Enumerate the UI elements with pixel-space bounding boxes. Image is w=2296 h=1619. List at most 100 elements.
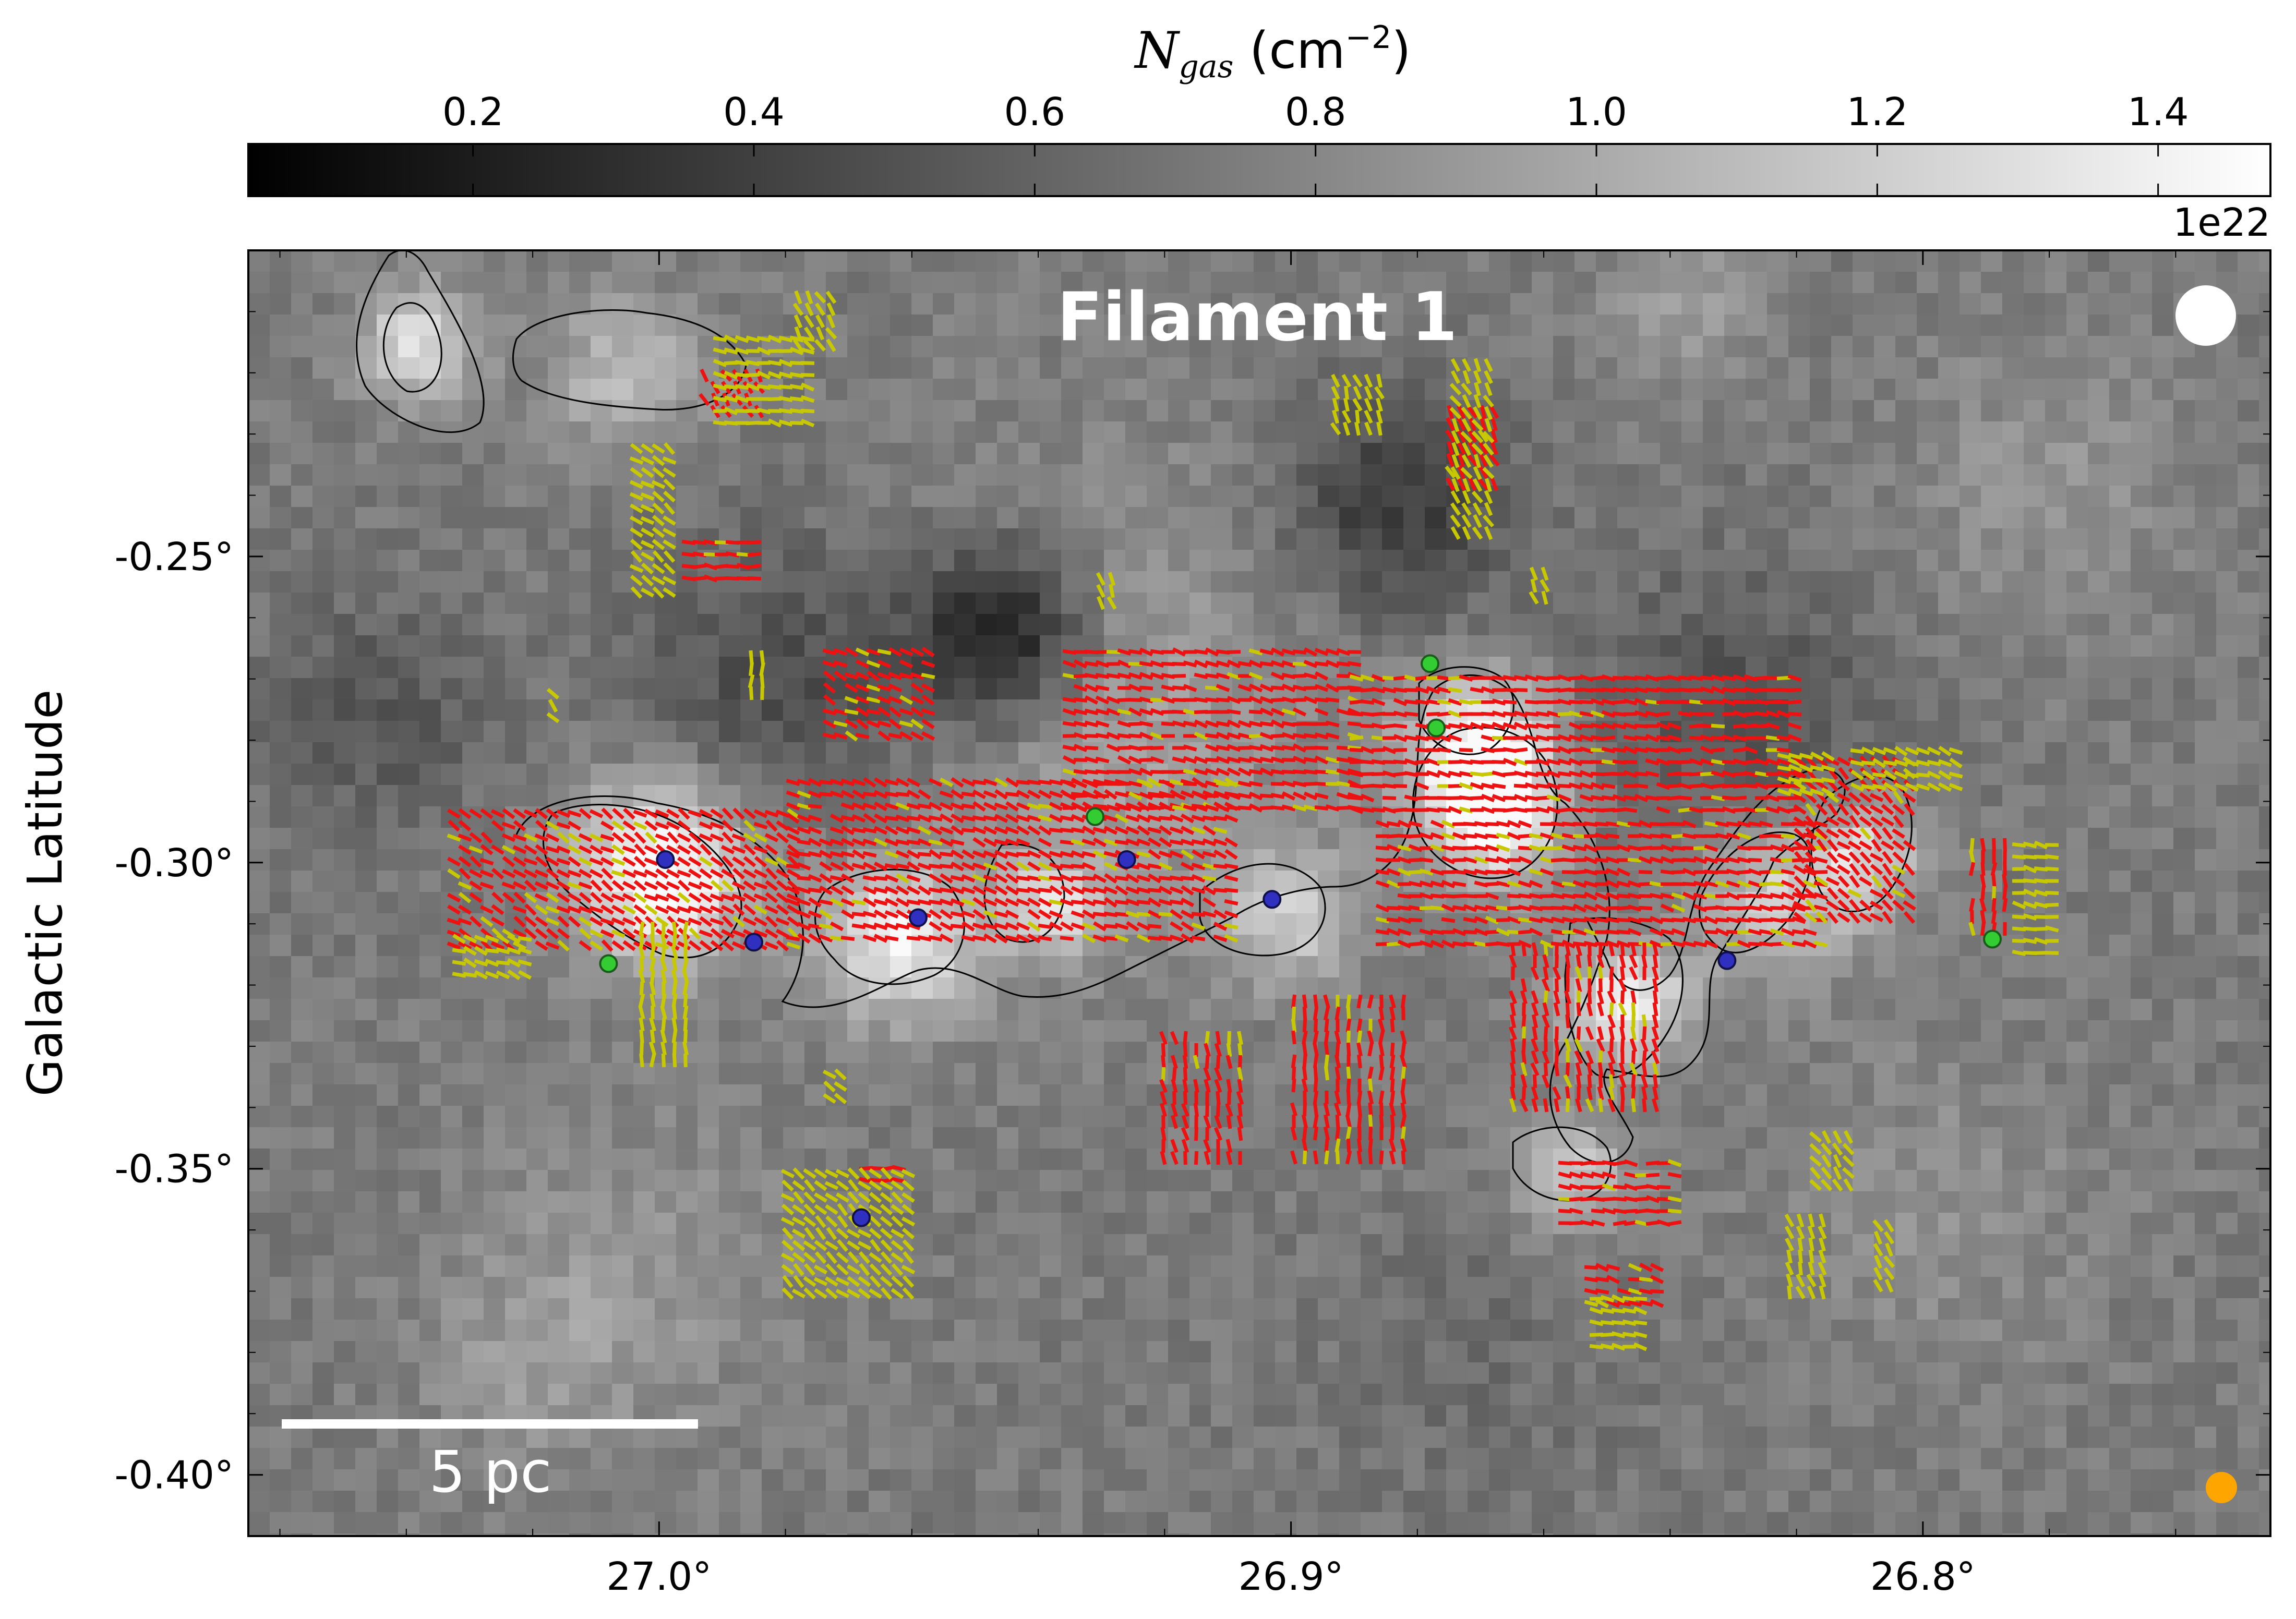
map-pixel — [740, 293, 762, 315]
map-pixel — [1211, 315, 1233, 336]
map-pixel — [1361, 528, 1383, 550]
map-pixel — [1147, 272, 1169, 294]
map-pixel — [1938, 1234, 1960, 1256]
map-pixel — [548, 443, 570, 465]
map-pixel — [1703, 1234, 1725, 1256]
map-pixel — [248, 678, 270, 700]
map-pixel — [1532, 528, 1554, 550]
map-pixel — [1532, 635, 1554, 657]
map-pixel — [1232, 1341, 1254, 1363]
map-pixel — [248, 1106, 270, 1128]
map-pixel — [1960, 421, 1981, 443]
map-pixel — [1746, 421, 1768, 443]
map-pixel — [869, 315, 891, 336]
map-pixel — [1981, 421, 2003, 443]
map-pixel — [1425, 999, 1447, 1021]
map-pixel — [1746, 1106, 1768, 1128]
map-pixel — [1853, 336, 1874, 358]
map-pixel — [1810, 1341, 1832, 1363]
map-pixel — [334, 1320, 356, 1342]
map-pixel — [804, 486, 826, 508]
map-pixel — [377, 1191, 399, 1213]
map-pixel — [676, 528, 698, 550]
map-pixel — [312, 1127, 334, 1149]
map-pixel — [2002, 1106, 2024, 1128]
map-pixel — [248, 1084, 270, 1106]
map-pixel — [377, 721, 399, 743]
map-pixel — [1382, 464, 1404, 486]
map-pixel — [997, 379, 1019, 401]
map-pixel — [1703, 614, 1725, 636]
map-pixel — [976, 1191, 997, 1213]
map-pixel — [1403, 1277, 1425, 1299]
map-pixel — [291, 913, 313, 935]
map-pixel — [890, 315, 912, 336]
map-pixel — [933, 678, 955, 700]
map-pixel — [462, 1234, 484, 1256]
map-pixel — [698, 528, 719, 550]
map-pixel — [612, 250, 634, 272]
map-pixel — [740, 1213, 762, 1235]
map-pixel — [1040, 1042, 1062, 1064]
map-pixel — [911, 357, 933, 379]
map-pixel — [419, 999, 441, 1021]
map-pixel — [1767, 1063, 1789, 1085]
map-pixel — [826, 528, 848, 550]
map-pixel — [869, 614, 891, 636]
map-pixel — [548, 421, 570, 443]
map-pixel — [719, 1149, 741, 1170]
map-pixel — [2152, 250, 2174, 272]
map-pixel — [2131, 721, 2153, 743]
map-pixel — [698, 1170, 719, 1192]
map-pixel — [2259, 657, 2270, 679]
map-pixel — [2238, 956, 2259, 978]
map-pixel — [526, 1106, 548, 1128]
map-pixel — [377, 1042, 399, 1064]
map-pixel — [783, 486, 805, 508]
map-pixel — [548, 635, 570, 657]
map-pixel — [1339, 1298, 1361, 1320]
map-pixel — [804, 550, 826, 572]
map-pixel — [2238, 1042, 2259, 1064]
map-pixel — [1532, 1320, 1554, 1342]
map-pixel — [441, 250, 463, 272]
map-pixel — [1425, 443, 1447, 465]
map-pixel — [1831, 571, 1853, 593]
map-pixel — [1596, 528, 1618, 550]
map-pixel — [2173, 1149, 2195, 1170]
map-pixel — [933, 1042, 955, 1064]
map-pixel — [1617, 443, 1639, 465]
map-pixel — [2088, 250, 2110, 272]
map-pixel — [441, 635, 463, 657]
map-pixel — [869, 571, 891, 593]
map-pixel — [312, 315, 334, 336]
map-pixel — [2259, 357, 2270, 379]
map-pixel — [1318, 1320, 1340, 1342]
map-pixel — [869, 1084, 891, 1106]
map-pixel — [676, 593, 698, 614]
map-pixel — [740, 250, 762, 272]
map-pixel — [1339, 935, 1361, 957]
map-pixel — [1553, 464, 1575, 486]
map-pixel — [1318, 1298, 1340, 1320]
map-pixel — [1446, 293, 1468, 315]
map-pixel — [1681, 357, 1703, 379]
map-pixel — [569, 956, 591, 978]
map-pixel — [1168, 1298, 1190, 1320]
map-pixel — [1895, 443, 1917, 465]
map-pixel — [591, 550, 612, 572]
map-pixel — [1125, 571, 1147, 593]
map-pixel — [804, 593, 826, 614]
map-pixel — [1168, 293, 1190, 315]
map-pixel — [1318, 272, 1340, 294]
map-pixel — [1574, 657, 1596, 679]
map-pixel — [1617, 250, 1639, 272]
map-pixel — [441, 379, 463, 401]
map-pixel — [847, 507, 869, 529]
map-pixel — [933, 657, 955, 679]
map-pixel — [526, 357, 548, 379]
map-pixel — [1938, 1042, 1960, 1064]
map-pixel — [1232, 1234, 1254, 1256]
map-pixel — [2002, 357, 2024, 379]
